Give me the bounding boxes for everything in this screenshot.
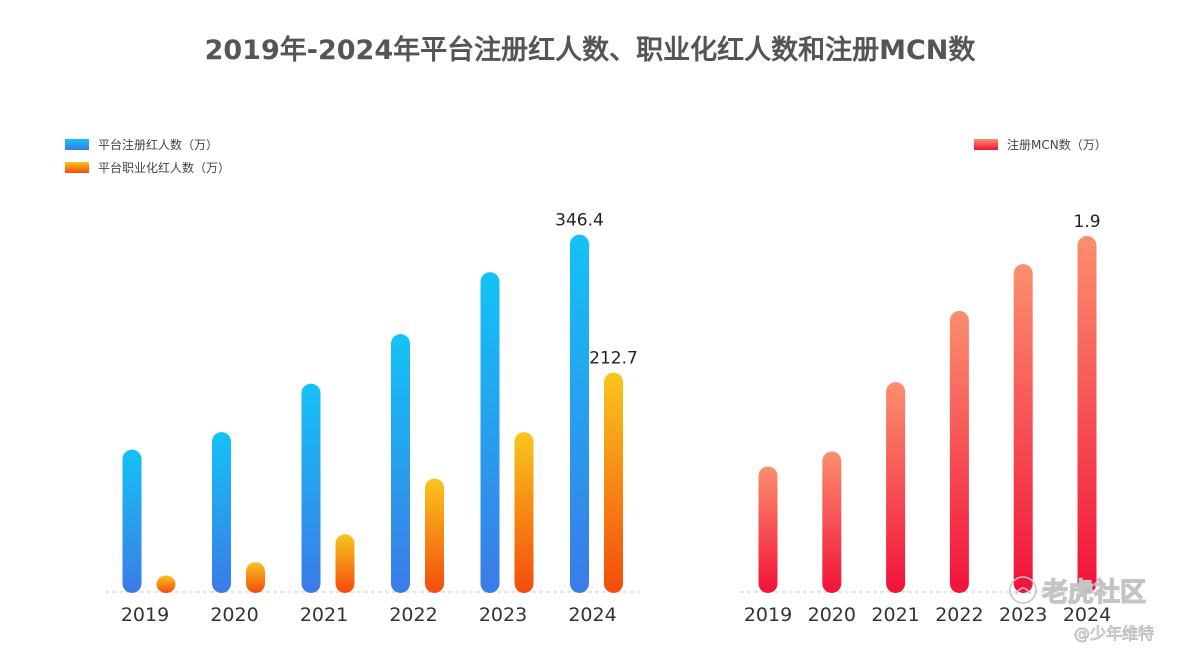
chart-title: 2019年-2024年平台注册红人数、职业化红人数和注册MCN数 xyxy=(205,34,977,66)
bar-registered-2019 xyxy=(122,449,142,593)
right-tick-2022: 2022 xyxy=(935,604,983,626)
legend-label-mcn: 注册MCN数（万） xyxy=(1007,137,1107,152)
left-x-axis-ticks: 2019 2020 2021 2022 2023 2024 xyxy=(121,604,617,626)
watermark: 老虎社区 @少年维特 xyxy=(1009,576,1154,643)
legend-right: 注册MCN数（万） xyxy=(974,137,1107,152)
left-tick-2019: 2019 xyxy=(121,604,169,626)
bar-registered-2024 xyxy=(570,234,589,593)
bar-professional-2023 xyxy=(514,432,534,593)
left-tick-2022: 2022 xyxy=(389,604,437,626)
watermark-logo-mark xyxy=(1015,587,1031,595)
bar-mcn-2023 xyxy=(1013,264,1033,593)
bar-professional-2021 xyxy=(335,534,355,593)
legend-label-registered: 平台注册红人数（万） xyxy=(98,137,218,152)
right-tick-2019: 2019 xyxy=(744,604,792,626)
watermark-author: @少年维特 xyxy=(1074,624,1154,643)
bar-professional-2024 xyxy=(604,372,623,593)
bar-registered-2022 xyxy=(391,334,410,593)
left-tick-2020: 2020 xyxy=(210,604,258,626)
bar-mcn-2022 xyxy=(949,310,969,593)
left-bar-group xyxy=(122,234,623,593)
watermark-text: 老虎社区 xyxy=(1042,577,1146,608)
right-tick-2021: 2021 xyxy=(871,604,919,626)
bar-mcn-2020 xyxy=(822,451,842,593)
legend-label-professional: 平台职业化红人数（万） xyxy=(98,160,230,175)
bar-professional-2022 xyxy=(425,478,444,593)
bar-registered-2023 xyxy=(480,272,500,593)
right-bar-group xyxy=(758,236,1097,593)
legend-swatch-registered xyxy=(65,139,89,150)
right-data-labels: 1.9 xyxy=(1073,212,1100,232)
bar-registered-2020 xyxy=(212,432,231,593)
right-tick-2024: 2024 xyxy=(1063,604,1111,626)
watermark-logo-icon xyxy=(1009,576,1037,604)
left-tick-2021: 2021 xyxy=(300,604,348,626)
left-data-labels: 346.4 212.7 xyxy=(555,211,638,369)
bar-professional-2020 xyxy=(246,562,265,593)
right-x-axis-ticks: 2019 2020 2021 2022 2023 2024 xyxy=(744,604,1111,626)
bar-professional-label-2024: 212.7 xyxy=(589,349,638,369)
bar-mcn-2019 xyxy=(758,466,778,593)
bar-registered-label-2024: 346.4 xyxy=(555,211,604,231)
right-tick-2023: 2023 xyxy=(999,604,1047,626)
right-tick-2020: 2020 xyxy=(808,604,856,626)
left-tick-2024: 2024 xyxy=(568,604,616,626)
bar-registered-2021 xyxy=(301,383,321,593)
legend-swatch-mcn xyxy=(974,139,998,150)
legend-swatch-professional xyxy=(65,162,89,173)
left-tick-2023: 2023 xyxy=(479,604,527,626)
bar-mcn-2024 xyxy=(1077,236,1097,593)
legend-left: 平台注册红人数（万） 平台职业化红人数（万） xyxy=(65,137,230,175)
bar-mcn-label-2024: 1.9 xyxy=(1073,212,1100,232)
bar-mcn-2021 xyxy=(886,382,906,593)
bar-professional-2019 xyxy=(156,575,176,593)
